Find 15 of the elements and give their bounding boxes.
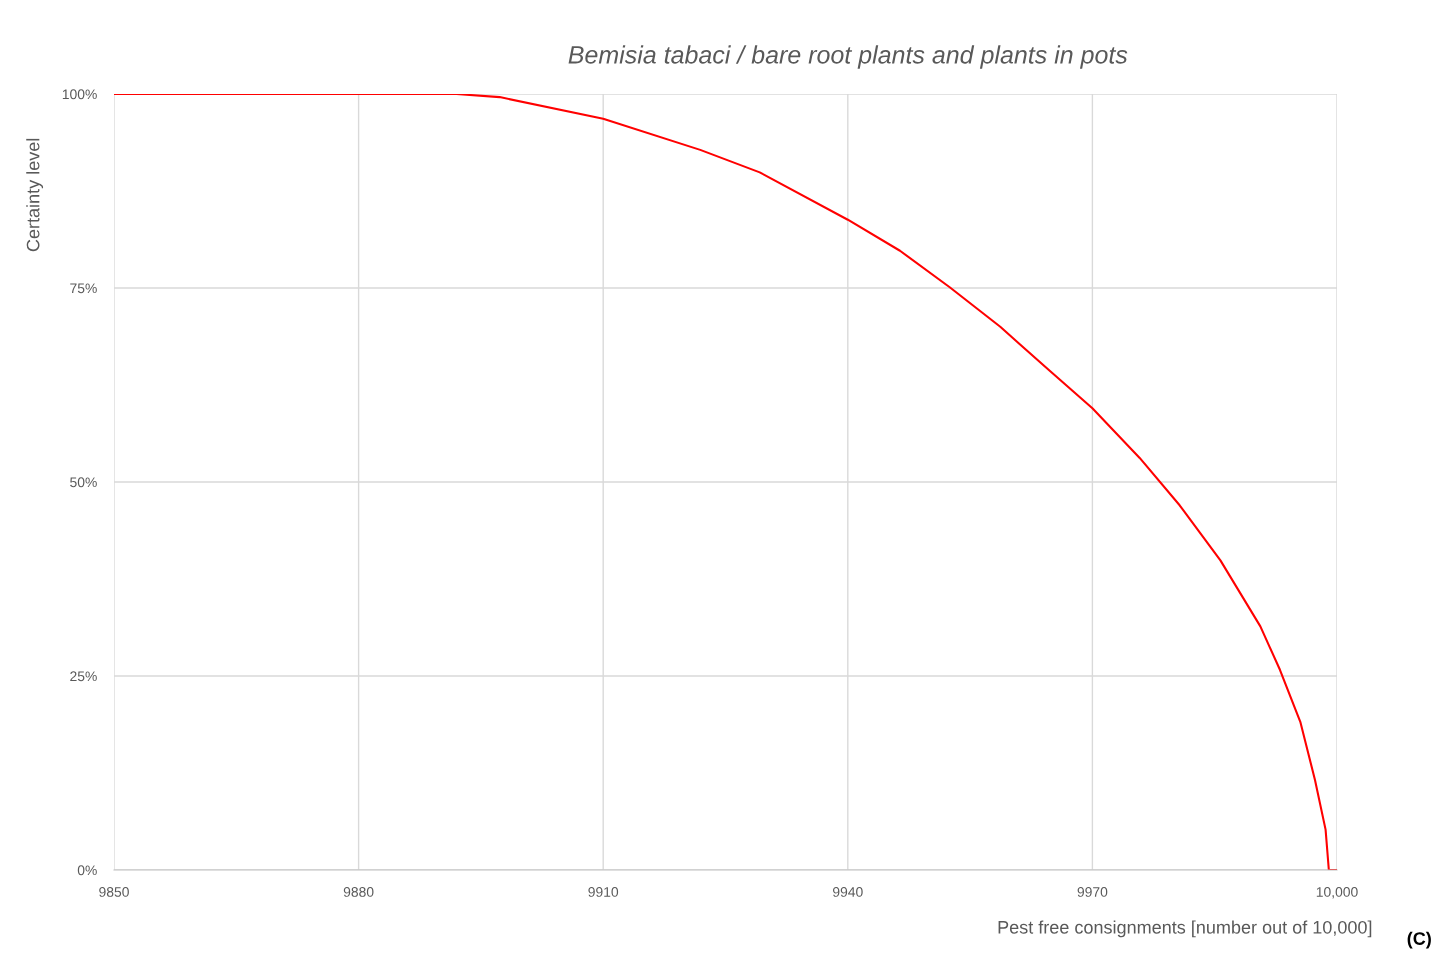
x-tick-label: 9850 [99,887,129,897]
y-tick-label: 25% [70,671,97,682]
x-axis-title: Pest free consignments [number out of 10,000] [998,920,1372,938]
x-tick-label: 9910 [588,887,619,897]
chart-title: Bemisia tabaci / bare root plants and plants in pots [568,45,1128,69]
text: (C) [1407,931,1431,949]
y-tick-label: 50% [70,477,97,488]
y-tick-label: 0% [77,865,97,876]
y-axis-title: Certainty level [26,138,44,252]
x-tick-label: 9880 [343,887,374,897]
y-tick-label: 75% [70,283,97,294]
x-tick-label: 9940 [833,887,863,897]
x-tick-label: 9970 [1077,887,1108,897]
x-tick-label: 10,000 [1316,887,1358,899]
y-tick-label: 100% [62,89,97,100]
